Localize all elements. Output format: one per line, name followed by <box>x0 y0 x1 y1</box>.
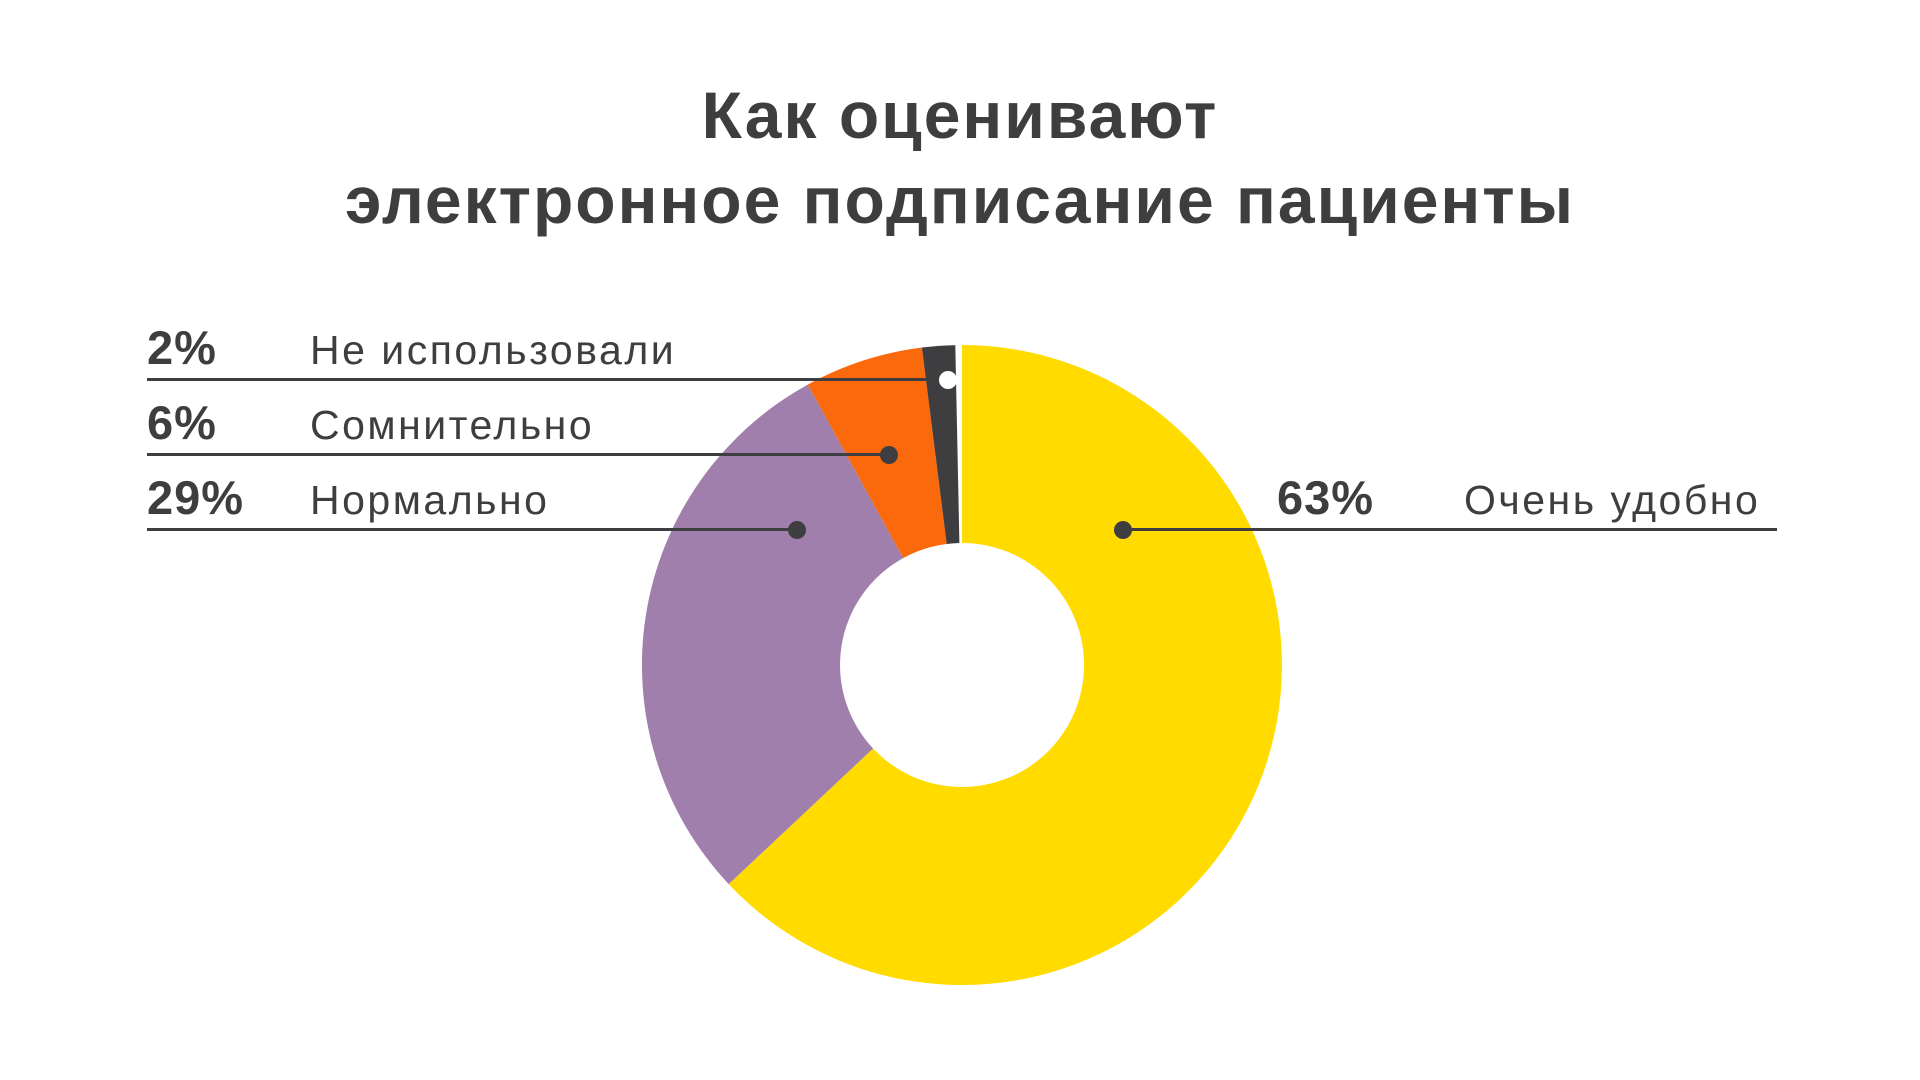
callout-row-not-used: 2% Не использовали <box>147 324 676 383</box>
donut-segment-2 <box>807 347 947 559</box>
leader-dot-icon <box>1114 521 1132 539</box>
callout-percent: 29% <box>147 471 245 524</box>
callout-row-very-convenient: 63% Очень удобно <box>1277 474 1760 533</box>
donut-segment-1 <box>641 384 904 885</box>
leader-line-not-used <box>147 378 948 381</box>
title-line-2: электронное подписание пациенты <box>345 163 1575 237</box>
callout-row-doubtful: 6% Сомнительно <box>147 399 594 458</box>
leader-dot-icon <box>788 521 806 539</box>
callout-percent: 63% <box>1277 471 1375 524</box>
leader-dot-icon <box>880 446 898 464</box>
callout-row-normal: 29% Нормально <box>147 474 549 533</box>
leader-line-normal <box>147 528 797 531</box>
donut-segment-3 <box>921 345 960 544</box>
callout-label: Нормально <box>310 477 550 523</box>
leader-line-doubtful <box>147 453 889 456</box>
callout-label: Не использовали <box>310 327 677 373</box>
title-line-1: Как оценивают <box>701 78 1219 152</box>
leader-dot-white-icon <box>939 371 957 389</box>
leader-line-very-convenient <box>1123 528 1777 531</box>
callout-label: Сомнительно <box>310 402 595 448</box>
page-title: Как оценивают электронное подписание пац… <box>0 73 1920 243</box>
callout-percent: 6% <box>147 396 217 449</box>
donut-segment-0 <box>728 345 1282 985</box>
callout-label: Очень удобно <box>1464 477 1761 523</box>
callout-percent: 2% <box>147 321 217 374</box>
